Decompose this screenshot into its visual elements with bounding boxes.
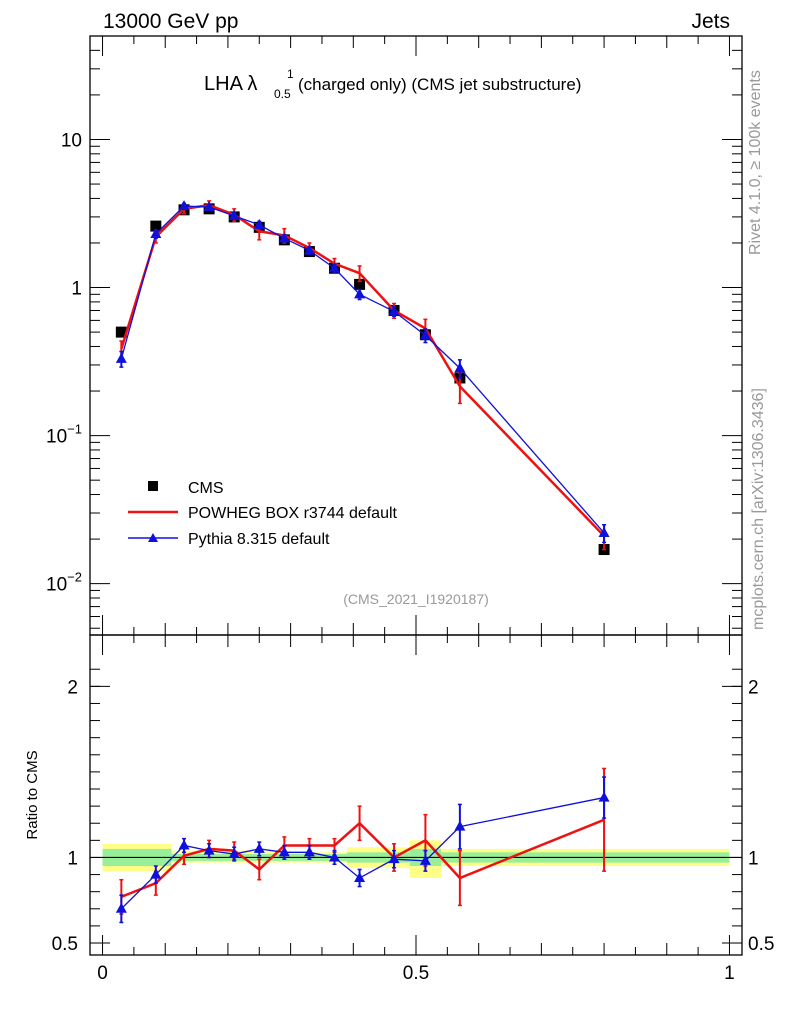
pythia-marker: [278, 232, 290, 243]
pythia-ratio-marker: [178, 839, 190, 850]
pythia-marker: [419, 329, 431, 340]
pythia-marker: [454, 362, 466, 373]
pythia-ratio-marker: [598, 791, 610, 802]
pythia-ratio-marker: [278, 846, 290, 857]
title-prefix: LHA λ: [204, 73, 257, 95]
pythia-marker: [178, 200, 190, 211]
pythia-ratio-marker: [329, 851, 340, 862]
ratio-xtick-label: 1: [724, 963, 735, 984]
ratio-ytick-label-left: 2: [67, 677, 78, 698]
pythia-ratio-marker: [419, 854, 431, 865]
ratio-ytick-label-right: 0.5: [748, 934, 774, 955]
main-ytick-label: 10: [61, 130, 82, 151]
ratio-ytick-label-right: 1: [748, 848, 759, 869]
title-suffix: (charged only) (CMS jet substructure): [298, 75, 581, 94]
powheg-ratio-line: [120, 818, 605, 898]
ratio-frame: [89, 634, 743, 956]
ratio-panel: 2 2 1 1 0.5 0.5 0 0.5 1: [52, 634, 774, 984]
ratio-axis-ticks: 2 2 1 1 0.5 0.5 0 0.5 1: [52, 635, 774, 984]
main-series: [115, 200, 610, 556]
pythia-marker: [388, 305, 400, 316]
legend-cms-label: CMS: [188, 480, 224, 497]
pythia-ratio-marker: [253, 842, 265, 853]
pythia-marker: [354, 288, 366, 299]
pythia-marker: [598, 526, 610, 537]
ratio-xtick-label: 0.5: [403, 963, 429, 984]
ratio-ytick-label-left: 1: [67, 848, 78, 869]
pythia-marker: [253, 218, 265, 229]
title-superscript: 1: [287, 67, 294, 81]
ratio-xtick-label: 0: [97, 963, 108, 984]
cms-data-point: [354, 278, 366, 290]
plot-title: LHA λ 1 0.5 (charged only) (CMS jet subs…: [204, 67, 581, 101]
ratio-series: [115, 767, 610, 924]
pythia-marker: [203, 200, 215, 211]
legend-pythia-label: Pythia 8.315 default: [188, 531, 330, 548]
pythia-ratio-marker: [454, 820, 466, 831]
pythia-ratio-marker: [150, 868, 162, 879]
rivet-version-label: Rivet 4.1.0, ≥ 100k events: [747, 70, 764, 255]
pythia-line: [120, 205, 605, 534]
pythia-marker: [228, 209, 240, 220]
main-ytick-exponent: −1: [67, 422, 82, 437]
mcplots-label: mcplots.cern.ch [arXiv:1306.3436]: [750, 388, 767, 630]
pythia-ratio-marker: [203, 844, 215, 855]
legend-powheg-label: POWHEG BOX r3744 default: [188, 505, 398, 522]
main-ytick-exponent: −2: [67, 570, 82, 585]
pythia-marker: [329, 262, 340, 273]
pythia-marker: [115, 352, 127, 363]
legend-pythia-marker: [148, 533, 158, 542]
ratio-ylabel: Ratio to CMS: [24, 750, 41, 839]
pythia-ratio-marker: [115, 902, 127, 913]
cms-data-point: [150, 220, 162, 232]
legend: CMS POWHEG BOX r3744 default Pythia 8.31…: [128, 480, 398, 548]
pythia-ratio-marker: [354, 871, 366, 882]
title-subscript: 0.5: [274, 87, 291, 101]
pythia-ratio-marker: [303, 846, 315, 857]
pythia-marker: [303, 244, 315, 255]
main-ytick-label: 10−1: [46, 422, 82, 448]
pythia-ratio-marker: [388, 853, 400, 864]
pythia-marker: [150, 227, 162, 238]
legend-cms-marker: [148, 481, 158, 491]
cms-data-point: [115, 326, 127, 338]
header-left-label: 13000 GeV pp: [103, 10, 238, 33]
ratio-ytick-label-left: 0.5: [52, 934, 78, 955]
main-ytick-label: 1: [71, 279, 82, 300]
ratio-ytick-label-right: 2: [748, 677, 759, 698]
header-right-label: Jets: [691, 10, 730, 33]
analysis-tag: (CMS_2021_I1920187): [343, 591, 489, 607]
pythia-ratio-marker: [228, 848, 240, 859]
pythia-ratio-line: [120, 796, 605, 910]
